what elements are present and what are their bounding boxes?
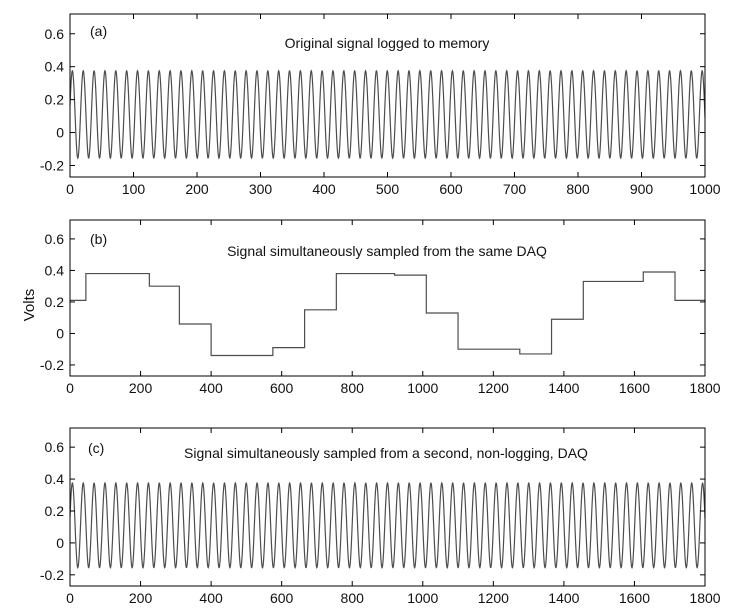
panel-b-x-tick-label: 1600	[619, 380, 650, 396]
panel-c-x-tick-label: 1200	[478, 590, 509, 606]
panel-a-x-tick-label: 300	[249, 181, 273, 197]
panel-c-tag: (c)	[88, 440, 104, 456]
panel-c-x-tick-label: 1600	[619, 590, 650, 606]
panel-b-x-tick-label: 0	[66, 380, 74, 396]
panel-a-y-tick-label: 0	[56, 125, 64, 141]
panel-c-x-tick-label: 1000	[407, 590, 438, 606]
panel-c-frame	[69, 427, 706, 587]
panel-c-y-tick-label: 0	[56, 535, 64, 551]
panel-c-x-tick-label: 800	[341, 590, 365, 606]
panel-b-x-tick-label: 600	[270, 380, 294, 396]
panel-b-x-tick-label: 800	[341, 380, 365, 396]
panel-a-tag: (a)	[90, 23, 107, 39]
panel-a-y-tick-label: 0.4	[45, 59, 65, 75]
panel-b-x-tick-label: 1200	[478, 380, 509, 396]
panel-b-y-tick-label: 0	[56, 325, 64, 341]
panel-b-tag: (b)	[90, 231, 107, 247]
panel-a-x-tick-label: 400	[312, 181, 336, 197]
panel-a-title: Original signal logged to memory	[285, 35, 490, 51]
panel-b-title: Signal simultaneously sampled from the s…	[227, 243, 547, 259]
panel-c-y-tick-label: 0.2	[45, 503, 65, 519]
panel-c-x-tick-label: 1800	[689, 590, 720, 606]
panel-b-y-tick-label: 0.6	[45, 231, 65, 247]
panel-b-y-tick-label: 0.4	[45, 262, 65, 278]
panel-b-frame	[69, 219, 706, 377]
panel-b-x-tick-label: 1400	[548, 380, 579, 396]
panel-c-x-tick-label: 1400	[548, 590, 579, 606]
panel-c-x-tick-label: 400	[199, 590, 223, 606]
panel-b-x-tick-label: 200	[129, 380, 153, 396]
panel-a-x-tick-label: 100	[122, 181, 146, 197]
panel-b-x-tick-label: 400	[199, 380, 223, 396]
panel-a-x-tick-label: 1000	[689, 181, 720, 197]
panel-c-title: Signal simultaneously sampled from a sec…	[184, 445, 588, 461]
panel-a-x-tick-label: 800	[566, 181, 590, 197]
panel-a-y-tick-label: -0.2	[40, 157, 64, 173]
panel-b-x-tick-label: 1000	[407, 380, 438, 396]
panel-a-y-tick-label: 0.2	[45, 92, 65, 108]
panel-a-y-tick-label: 0.6	[45, 26, 65, 42]
panel-a-x-tick-label: 500	[376, 181, 400, 197]
panel-a-x-tick-label: 0	[66, 181, 74, 197]
panel-a-x-tick-label: 600	[439, 181, 463, 197]
y-axis-label: Volts	[21, 289, 38, 322]
panel-c-x-tick-label: 600	[270, 590, 294, 606]
panel-b-series-line	[70, 271, 706, 357]
panel-b-x-tick-label: 1800	[689, 380, 720, 396]
panel-c-x-tick-label: 0	[66, 590, 74, 606]
panel-c-y-tick-label: 0.4	[45, 471, 65, 487]
panel-a-x-tick-label: 700	[503, 181, 527, 197]
panel-c-y-tick-label: 0.6	[45, 439, 65, 455]
panel-a-series-line	[69, 69, 706, 160]
panel-a-x-tick-label: 900	[630, 181, 654, 197]
panel-c-x-tick-label: 200	[129, 590, 153, 606]
panel-a-x-tick-label: 200	[185, 181, 209, 197]
panel-b-y-tick-label: 0.2	[45, 294, 65, 310]
panel-c-series-line	[69, 481, 706, 570]
panel-c-y-tick-label: -0.2	[40, 567, 64, 583]
panel-b-y-tick-label: -0.2	[40, 357, 64, 373]
